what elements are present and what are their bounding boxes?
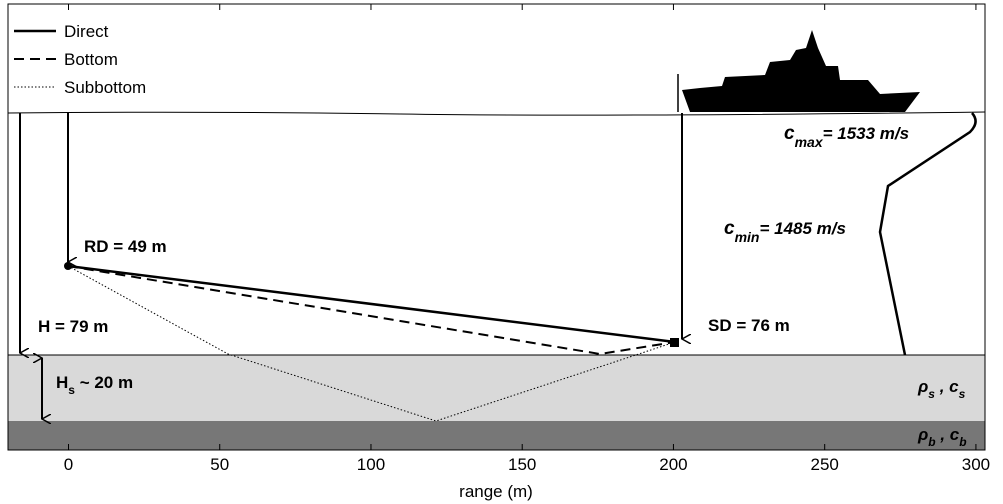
subbottom-path (67, 265, 676, 422)
x-tick-label: 250 (810, 455, 838, 474)
x-tick-label: 150 (508, 455, 536, 474)
hs-label: Hs ~ 20 m (56, 373, 133, 397)
x-tick-label: 100 (357, 455, 385, 474)
x-tick-label: 0 (64, 455, 73, 474)
ship (682, 30, 920, 112)
receiver (64, 262, 72, 270)
frame (7, 3, 986, 451)
sound-speed-profile (878, 112, 977, 356)
bottom-path (67, 265, 676, 356)
cmin-label: cmin= 1485 m/s (724, 218, 846, 245)
x-tick-label: 200 (659, 455, 687, 474)
legend-subbottom: Subbottom (64, 78, 146, 97)
x-tick-label: 50 (210, 455, 229, 474)
sd-label: SD = 76 m (708, 316, 790, 335)
sediment-label: ρs , cs (917, 377, 966, 401)
sea-surface (7, 111, 986, 116)
source (670, 338, 679, 347)
direct-path (67, 264, 676, 344)
rd-label: RD = 49 m (84, 237, 167, 256)
x-tick-label: 300 (962, 455, 990, 474)
legend-bottom: Bottom (64, 50, 118, 69)
x-axis-label: range (m) (459, 482, 533, 501)
sediment-layer (8, 355, 985, 421)
basement-layer (8, 421, 985, 450)
legend-direct: Direct (64, 22, 109, 41)
h-label: H = 79 m (38, 317, 108, 336)
cmax-label: cmax= 1533 m/s (784, 123, 909, 150)
basement-label: ρb , cb (917, 425, 967, 449)
